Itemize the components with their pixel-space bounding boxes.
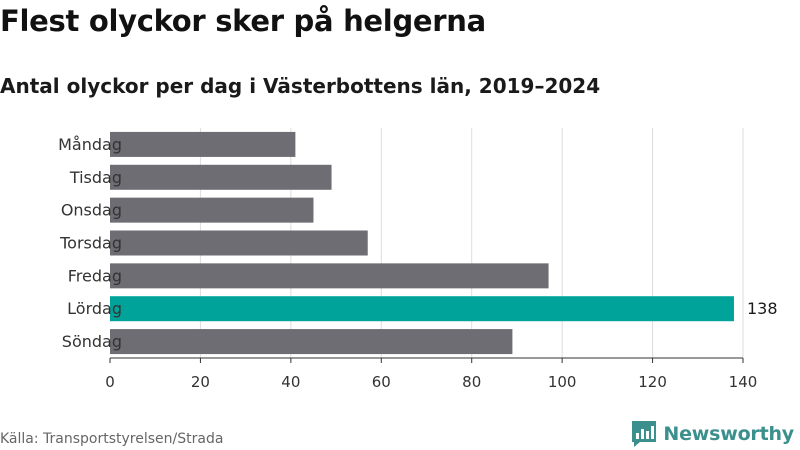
category-label: Tisdag xyxy=(69,168,122,187)
bars: 138 xyxy=(110,131,778,355)
category-label: Måndag xyxy=(58,135,122,154)
x-tick-label: 120 xyxy=(638,373,667,391)
category-labels: Måndag Tisdag Onsdag Torsdag Fredag Lördag Sön… xyxy=(58,135,122,351)
category-label: Lördag xyxy=(67,299,122,318)
x-axis: 0 20 40 60 80 100 120 140 xyxy=(105,357,758,391)
category-label: Söndag xyxy=(62,332,122,351)
brand-logo: Newsworthy xyxy=(631,420,794,448)
category-label: Fredag xyxy=(68,266,122,285)
bar xyxy=(110,296,734,322)
bar-chart: 138 Måndag Tisdag Onsdag Torsdag Fredag Lörda… xyxy=(58,128,778,391)
bar xyxy=(110,263,549,289)
bar xyxy=(110,329,513,355)
chart-subtitle: Antal olyckor per dag i Västerbottens lä… xyxy=(0,74,601,98)
bar xyxy=(110,164,332,190)
x-tick-label: 40 xyxy=(281,373,300,391)
bar xyxy=(110,197,314,223)
brand-name: Newsworthy xyxy=(663,423,794,445)
x-tick-label: 0 xyxy=(105,373,115,391)
bar xyxy=(110,230,368,256)
newsworthy-logo-icon xyxy=(632,421,657,447)
x-tick-label: 60 xyxy=(372,373,391,391)
source-note: Källa: Transportstyrelsen/Strada xyxy=(0,431,224,447)
chart-title: Flest olyckor sker på helgerna xyxy=(0,4,486,38)
category-label: Onsdag xyxy=(61,201,122,220)
category-label: Torsdag xyxy=(59,234,122,253)
x-tick-label: 140 xyxy=(729,373,758,391)
x-tick-label: 20 xyxy=(191,373,210,391)
x-tick-label: 80 xyxy=(462,373,481,391)
x-tick-label: 100 xyxy=(548,373,577,391)
bar xyxy=(110,131,296,157)
data-label: 138 xyxy=(747,299,778,318)
